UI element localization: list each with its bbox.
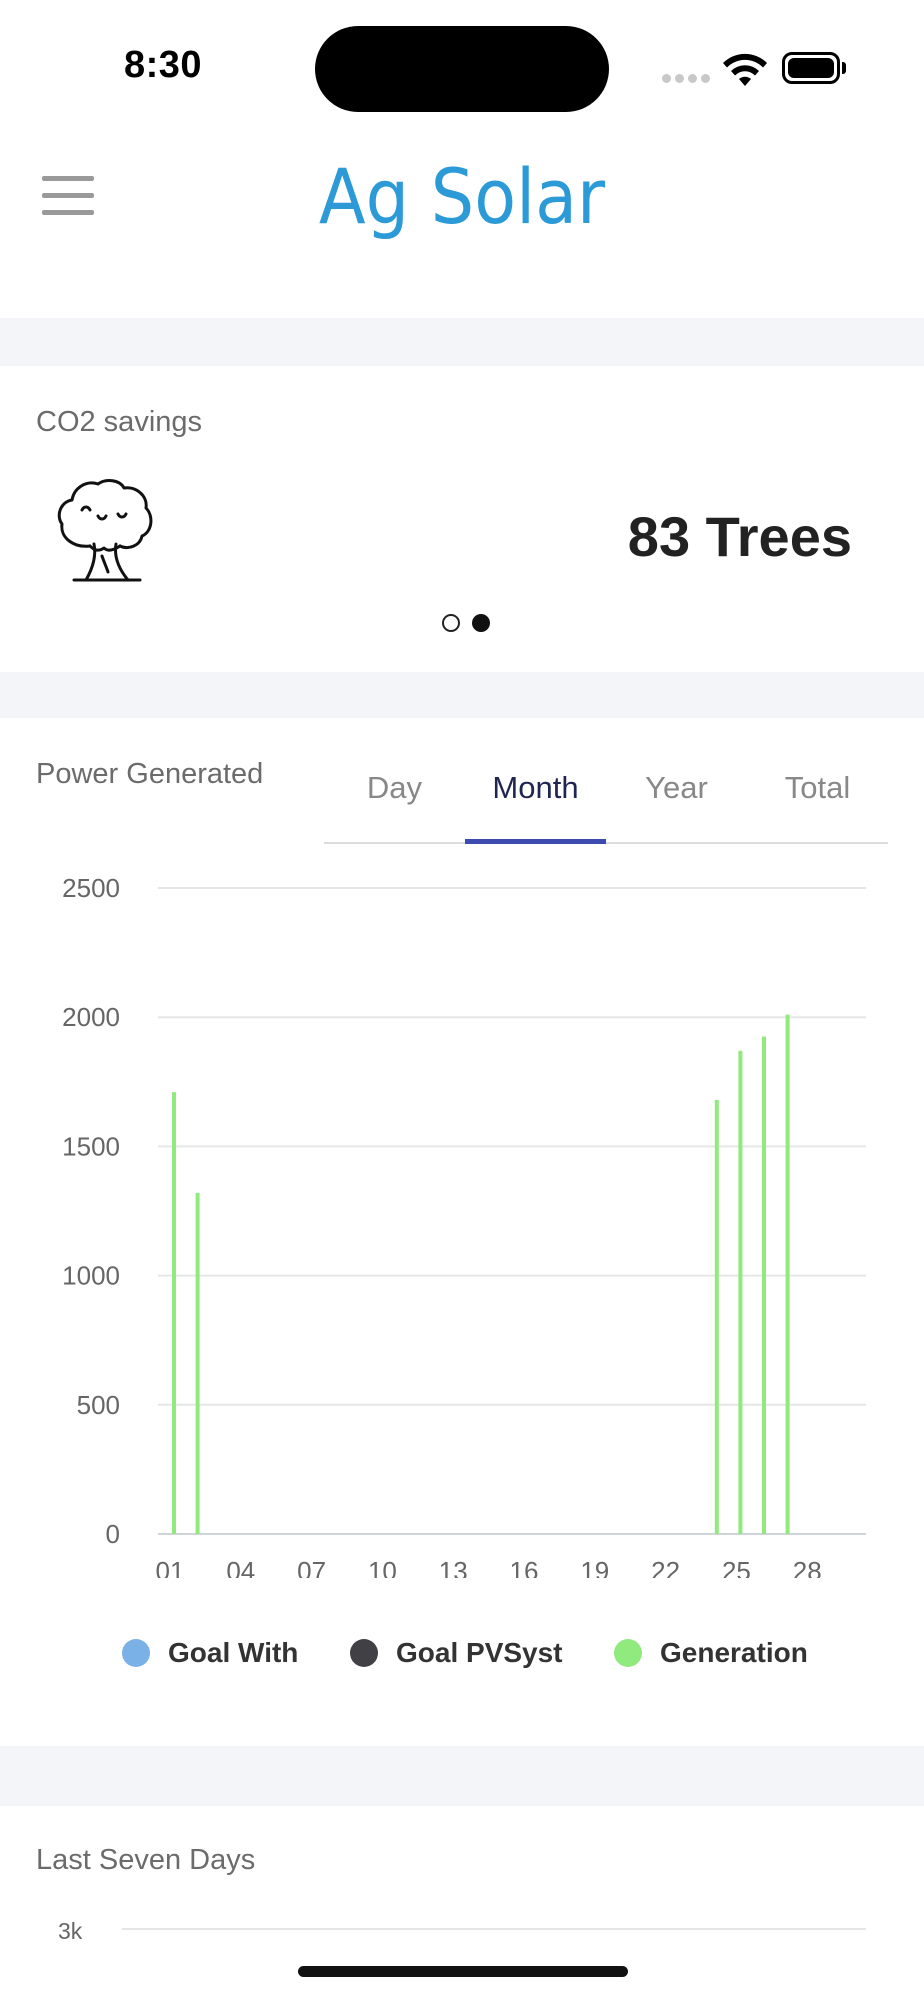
legend-label-goal-with: Goal With (168, 1637, 299, 1668)
x-tick-label: 28 (793, 1556, 822, 1578)
generation-bar (762, 1036, 766, 1534)
legend-item-generation[interactable]: Generation (614, 1628, 808, 1678)
active-tab-indicator (465, 839, 606, 844)
co2-savings-card[interactable]: CO2 savings 83 Trees (0, 366, 924, 672)
status-time: 8:30 (124, 44, 203, 86)
home-indicator[interactable] (298, 1966, 628, 1977)
generation-bar (195, 1192, 200, 1534)
x-tick-label: 22 (651, 1556, 680, 1578)
x-tick-label: 07 (297, 1556, 326, 1578)
y-tick-label: 2500 (62, 873, 120, 903)
y-tick-label: 1000 (62, 1261, 120, 1291)
tab-total[interactable]: Total (784, 770, 851, 805)
power-generated-chart-svg: 2500 2000 1500 1000 500 0 01 04 07 10 13 16 19 22 25 28 (62, 873, 866, 1578)
dynamic-island (315, 26, 609, 112)
section-gap (0, 318, 924, 366)
power-generated-title: Power Generated (36, 758, 264, 790)
power-generated-card: Power Generated Day Month Year Total 250… (0, 718, 924, 1746)
x-tick-label: 10 (368, 1556, 397, 1578)
legend-label-generation: Generation (660, 1637, 808, 1668)
x-tick-label: 04 (226, 1556, 255, 1578)
battery-icon (782, 52, 846, 84)
x-tick-label: 01 (156, 1556, 185, 1578)
generation-bar (714, 1099, 719, 1534)
generation-bar (738, 1050, 743, 1534)
power-generated-chart: 2500 2000 1500 1000 500 0 01 04 07 10 13 16 19 22 25 28 (0, 858, 924, 1578)
y-tick-label: 500 (77, 1390, 120, 1420)
carousel-dot-1[interactable] (442, 614, 460, 632)
x-tick-label: 13 (439, 1556, 468, 1578)
y-tick-label: 1500 (62, 1131, 120, 1161)
hamburger-menu-icon[interactable] (42, 176, 94, 216)
legend-dot-goal-with (122, 1639, 150, 1667)
seven-days-gridline (122, 1928, 866, 1930)
period-tabs: Day Month Year Total (324, 748, 888, 844)
tree-icon (57, 479, 153, 582)
wifi-icon (723, 53, 767, 86)
tab-day[interactable]: Day (366, 770, 423, 805)
section-gap (0, 672, 924, 718)
status-bar: 8:30 (0, 0, 924, 130)
tab-year[interactable]: Year (645, 770, 708, 805)
carousel-page-indicator[interactable] (442, 614, 492, 634)
legend-dot-generation (614, 1639, 642, 1667)
legend-dot-goal-pvsyst (350, 1639, 378, 1667)
legend-item-goal-pvsyst[interactable]: Goal PVSyst (350, 1628, 563, 1678)
generation-bar (172, 1092, 176, 1534)
co2-savings-title: CO2 savings (36, 406, 203, 438)
y-tick-label: 2000 (62, 1002, 120, 1032)
section-gap (0, 1746, 924, 1806)
last-seven-days-title: Last Seven Days (36, 1844, 256, 1876)
co2-savings-value: 83 Trees (627, 505, 852, 568)
generation-bar (785, 1014, 790, 1534)
legend-label-goal-pvsyst: Goal PVSyst (396, 1637, 563, 1668)
app-header: Ag Solar (0, 130, 924, 318)
tab-month[interactable]: Month (492, 770, 579, 805)
cellular-signal-icon (662, 74, 710, 84)
x-tick-label: 25 (722, 1556, 751, 1578)
chart-legend: Goal With Goal PVSyst Generation (0, 1628, 924, 1678)
legend-item-goal-with[interactable]: Goal With (122, 1628, 298, 1678)
x-tick-label: 16 (510, 1556, 539, 1578)
x-tick-label: 19 (580, 1556, 609, 1578)
y-tick-label: 0 (106, 1519, 120, 1549)
seven-days-y-tick: 3k (58, 1918, 83, 1944)
app-title: Ag Solar (318, 152, 606, 241)
carousel-dot-2[interactable] (472, 614, 490, 632)
